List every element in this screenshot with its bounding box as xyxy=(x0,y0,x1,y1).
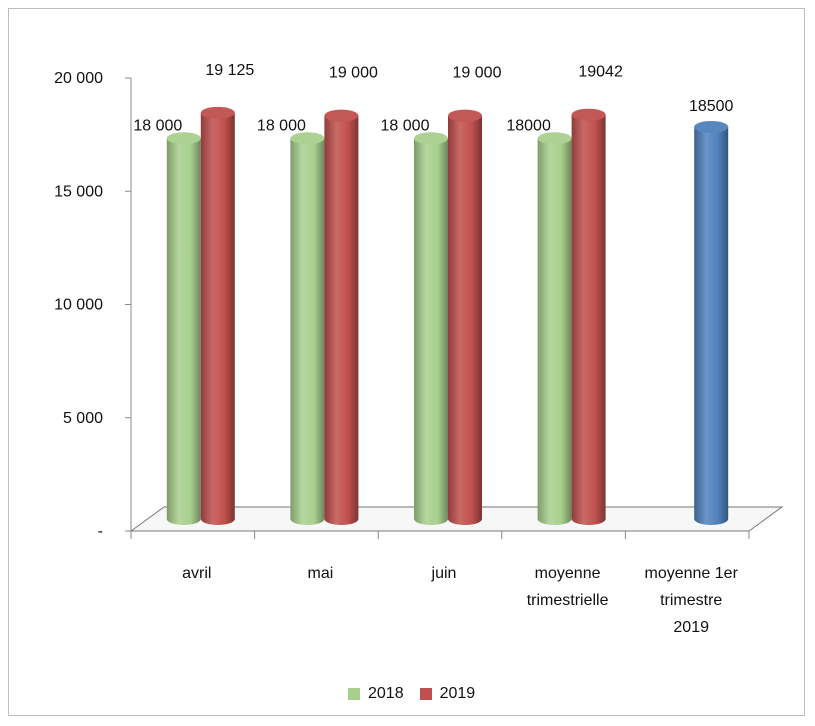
x-tick-label: juin xyxy=(431,565,457,582)
bar-2018-0 xyxy=(166,132,201,526)
legend-item-2019: 2019 xyxy=(419,685,476,703)
x-tick-label: moyenne 1er xyxy=(645,565,739,582)
bar-body xyxy=(166,138,201,526)
chart-frame: - 5 000 10 000 15 000 20 000 avril mai juin moye… xyxy=(8,8,805,716)
bar-cap xyxy=(290,132,325,145)
bar-body xyxy=(290,138,325,526)
bar-2019-1 xyxy=(324,109,359,526)
legend: 2018 2019 xyxy=(348,685,475,703)
bar-body xyxy=(200,112,235,525)
bar-blue-4 xyxy=(694,120,729,525)
bar-chart: - 5 000 10 000 15 000 20 000 avril mai juin moye… xyxy=(54,62,784,636)
bar-2018-3 xyxy=(537,132,572,526)
data-label: 19 000 xyxy=(329,65,378,82)
bar-body xyxy=(448,115,482,526)
data-label: 18 000 xyxy=(381,117,430,134)
bar-cap xyxy=(324,109,359,122)
x-tick-label: moyenne xyxy=(535,565,601,582)
bar-cap xyxy=(694,120,729,133)
bar-body xyxy=(537,138,572,526)
legend-swatch-2018 xyxy=(348,688,360,700)
data-label: 18 000 xyxy=(257,117,306,134)
data-label: 18000 xyxy=(506,117,551,134)
bar-2019-2 xyxy=(448,109,482,526)
legend-label-2018: 2018 xyxy=(368,685,404,702)
bar-cap xyxy=(200,106,235,119)
legend-swatch-2019 xyxy=(419,688,432,700)
bar-cap xyxy=(571,108,606,121)
data-label: 19 000 xyxy=(453,65,502,82)
bar-body xyxy=(324,115,359,526)
legend-label-2019: 2019 xyxy=(439,685,476,702)
bar-body xyxy=(694,126,729,525)
bar-2019-3 xyxy=(571,108,606,525)
x-tick-label: trimestre xyxy=(660,592,722,609)
bar-2018-1 xyxy=(290,132,325,526)
y-tick-label: 15 000 xyxy=(54,183,103,200)
bar-cap xyxy=(448,109,482,122)
data-label: 19042 xyxy=(578,64,623,81)
bar-2019-0 xyxy=(200,106,235,525)
data-label: 18 000 xyxy=(133,117,182,134)
bar-cap xyxy=(414,132,448,145)
x-tick-label: avril xyxy=(182,565,211,582)
y-tick-label: 10 000 xyxy=(54,297,103,314)
y-tick-label: 20 000 xyxy=(54,70,103,87)
bar-body xyxy=(571,114,606,525)
data-label: 19 125 xyxy=(205,62,254,79)
data-label: 18500 xyxy=(689,98,734,115)
x-tick-label: mai xyxy=(308,565,334,582)
bar-cap xyxy=(166,132,201,145)
y-tick-label: - xyxy=(98,523,103,540)
y-tick-label: 5 000 xyxy=(63,410,103,427)
x-tick-label: trimestrielle xyxy=(527,592,609,609)
legend-item-2018: 2018 xyxy=(348,685,404,703)
bar-2018-2 xyxy=(414,132,448,526)
bar-cap xyxy=(537,132,572,145)
x-tick-label: 2019 xyxy=(673,619,709,636)
bar-body xyxy=(414,138,448,526)
